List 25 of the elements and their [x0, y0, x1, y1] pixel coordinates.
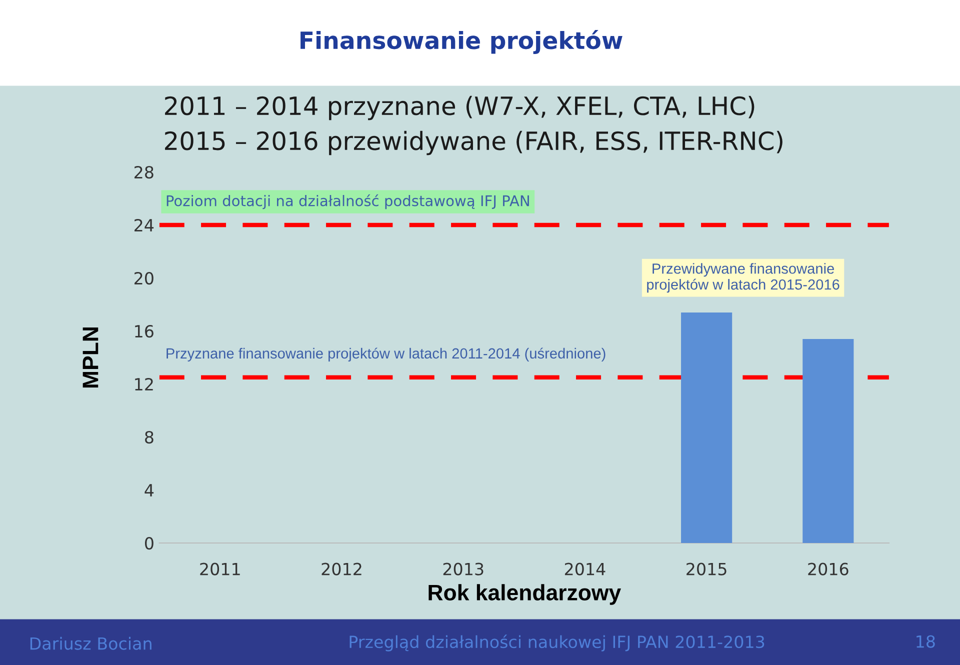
y-tick-label: 20 — [134, 272, 154, 285]
x-tick-label: 2014 — [564, 562, 606, 576]
x-tick-label: 2012 — [322, 562, 362, 576]
y-tick-label: 12 — [135, 378, 153, 390]
x-tick-label: 2013 — [443, 562, 484, 576]
y-tick-label: 0 — [144, 536, 154, 550]
x-tick-label: 2016 — [808, 562, 848, 576]
annotation: Przewidywane finansowanie projektów w latach 2015-2016 — [647, 263, 840, 293]
text: Dariusz Bocian — [30, 636, 152, 650]
text: 18 — [916, 635, 935, 648]
text: Przegląd działalności naukowej IFJ PAN 2011-2013 — [350, 634, 764, 652]
x-tick-label: 2015 — [686, 562, 726, 576]
text: 2011 – 2014 przyznane (W7-X, XFEL, CTA, LHC) — [165, 96, 754, 120]
chart-title: Finansowanie projektów — [300, 30, 622, 54]
text: 2015 – 2016 przewidywane (FAIR, ESS, ITER-RNC) — [165, 130, 782, 156]
x-tick-label: 2011 — [200, 562, 240, 576]
ref-line-label: Przyznane finansowanie projektów w latach 2011-2014 (uśrednione) — [166, 348, 606, 362]
y-tick-label: 4 — [144, 484, 154, 496]
ref-line-label: Poziom dotacji na działalność podstawową IFJ PAN — [166, 194, 529, 210]
x-axis-title: Rok kalendarzowy — [428, 584, 621, 605]
y-axis-title: MPLN — [82, 328, 98, 388]
y-tick-label: 8 — [145, 430, 154, 444]
y-tick-label: 16 — [135, 324, 154, 338]
y-tick-label: 28 — [134, 166, 154, 179]
y-tick-label: 24 — [134, 218, 154, 232]
